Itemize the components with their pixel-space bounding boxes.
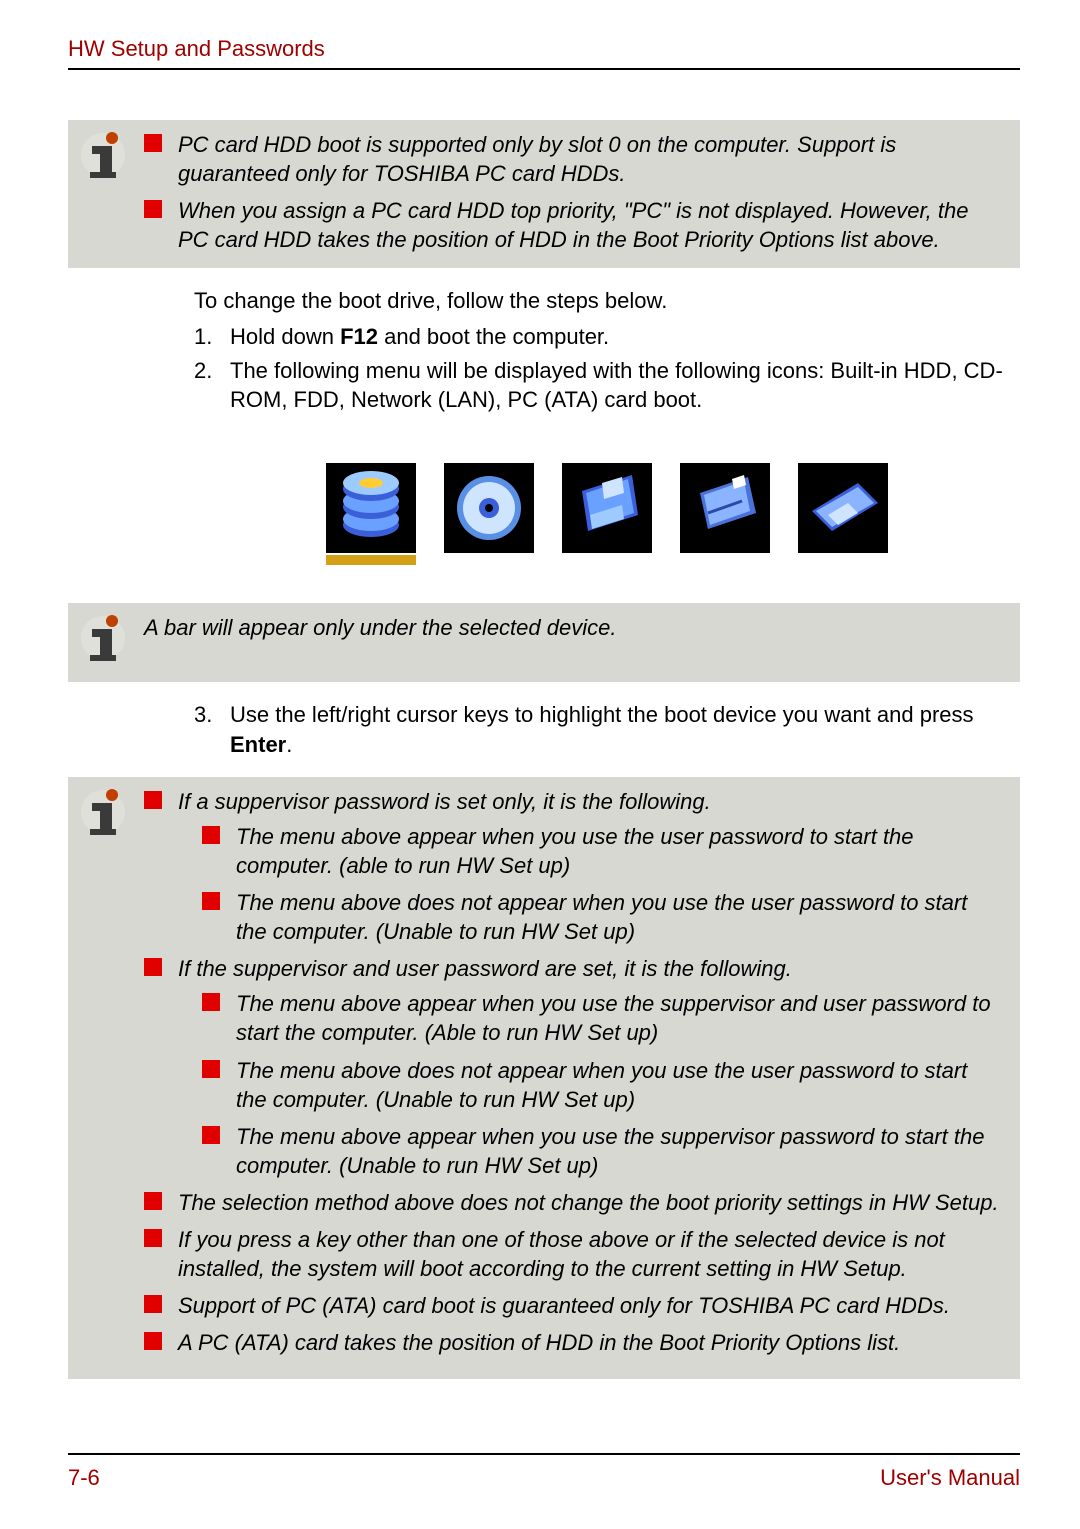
- note3-g1-list: The menu above appear when you use the u…: [178, 822, 1004, 946]
- note2-text: A bar will appear only under the selecte…: [144, 613, 1004, 642]
- body-steps-2: Use the left/right cursor keys to highli…: [68, 700, 1020, 759]
- note3-tail-item: If you press a key other than one of tho…: [144, 1225, 1004, 1283]
- note3-tail-item: Support of PC (ATA) card boot is guarant…: [144, 1291, 1004, 1320]
- hdd-icon: [326, 463, 416, 553]
- note1-list: PC card HDD boot is supported only by sl…: [144, 130, 1004, 254]
- header-title: HW Setup and Passwords: [68, 36, 1020, 62]
- note-content-3: If a suppervisor password is set only, i…: [138, 787, 1004, 1357]
- info-icon: [78, 650, 128, 667]
- step-3: Use the left/right cursor keys to highli…: [194, 700, 1020, 759]
- note3-g1-item: The menu above does not appear when you …: [202, 888, 1004, 946]
- note-content-1: PC card HDD boot is supported only by sl…: [138, 130, 1004, 254]
- boot-icons-row: [68, 463, 1020, 553]
- note3-g2-list: The menu above appear when you use the s…: [178, 989, 1004, 1179]
- note3-tail-item: The selection method above does not chan…: [144, 1188, 1004, 1217]
- steps-list-cont: Use the left/right cursor keys to highli…: [194, 700, 1020, 759]
- note-block-2: A bar will appear only under the selecte…: [68, 603, 1020, 682]
- info-icon-col: [78, 787, 138, 1357]
- page: HW Setup and Passwords PC card HDD boot …: [0, 0, 1080, 1529]
- step1-post: and boot the computer.: [378, 324, 609, 349]
- note3-g1-intro: If a suppervisor password is set only, i…: [144, 787, 1004, 946]
- note3-tail-item: A PC (ATA) card takes the position of HD…: [144, 1328, 1004, 1357]
- network-icon: [680, 463, 770, 553]
- cdrom-icon: [444, 463, 534, 553]
- fdd-icon: [562, 463, 652, 553]
- note3-g2-item: The menu above appear when you use the s…: [202, 989, 1004, 1047]
- note-block-1: PC card HDD boot is supported only by sl…: [68, 120, 1020, 268]
- step3-post: .: [286, 732, 292, 757]
- step-2: The following menu will be displayed wit…: [194, 356, 1020, 415]
- note3-g2-item: The menu above does not appear when you …: [202, 1056, 1004, 1114]
- step-1: Hold down F12 and boot the computer.: [194, 322, 1020, 352]
- step3-bold: Enter: [230, 732, 286, 757]
- note3-g2-intro: If the suppervisor and user password are…: [144, 954, 1004, 1179]
- footer-row: 7-6 User's Manual: [68, 1465, 1020, 1491]
- info-icon-col: [78, 613, 138, 668]
- intro-text: To change the boot drive, follow the ste…: [194, 286, 1020, 316]
- step3-pre: Use the left/right cursor keys to highli…: [230, 702, 974, 727]
- note3-g2-intro-text: If the suppervisor and user password are…: [178, 956, 792, 981]
- note3-g1-intro-text: If a suppervisor password is set only, i…: [178, 789, 711, 814]
- steps-list: Hold down F12 and boot the computer. The…: [194, 322, 1020, 415]
- note3-g1-item: The menu above appear when you use the u…: [202, 822, 1004, 880]
- info-icon: [78, 167, 128, 184]
- note3-g2-item: The menu above appear when you use the s…: [202, 1122, 1004, 1180]
- note1-item: PC card HDD boot is supported only by sl…: [144, 130, 1004, 188]
- step1-pre: Hold down: [230, 324, 340, 349]
- page-footer: 7-6 User's Manual: [68, 1453, 1020, 1491]
- header-rule: [68, 68, 1020, 70]
- note-content-2: A bar will appear only under the selecte…: [138, 613, 1004, 668]
- footer-page-number: 7-6: [68, 1465, 100, 1491]
- pccard-icon: [798, 463, 888, 553]
- footer-rule: [68, 1453, 1020, 1455]
- note3-list: If a suppervisor password is set only, i…: [144, 787, 1004, 1357]
- step1-bold: F12: [340, 324, 378, 349]
- body-steps-1: To change the boot drive, follow the ste…: [68, 286, 1020, 415]
- info-icon: [78, 824, 128, 841]
- note-block-3: If a suppervisor password is set only, i…: [68, 777, 1020, 1379]
- info-icon-col: [78, 130, 138, 254]
- footer-manual: User's Manual: [880, 1465, 1020, 1491]
- page-header: HW Setup and Passwords: [68, 36, 1020, 70]
- note1-item: When you assign a PC card HDD top priori…: [144, 196, 1004, 254]
